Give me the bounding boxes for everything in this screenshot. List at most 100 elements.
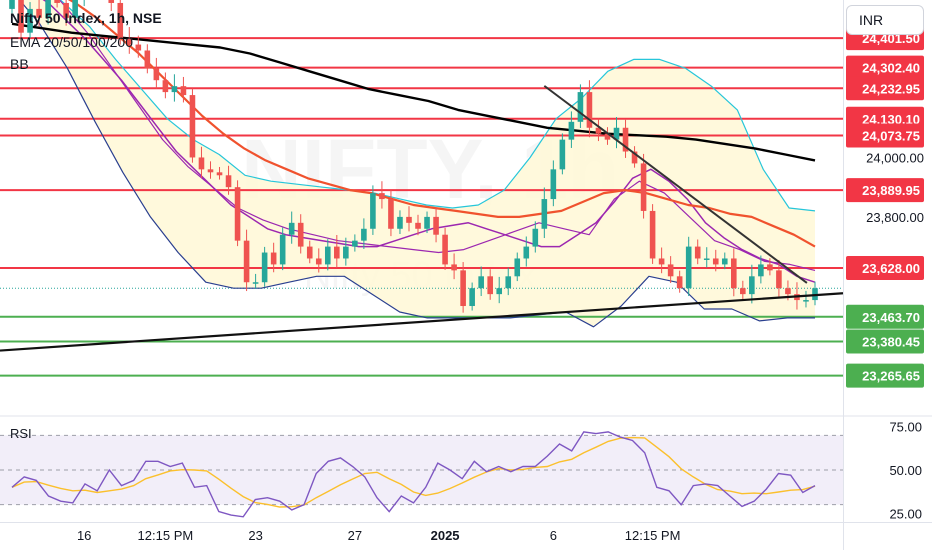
support-level-badge — [846, 363, 924, 388]
candle-body — [108, 0, 115, 3]
resistance-level-badge — [846, 55, 924, 80]
rsi-indicator-label[interactable]: RSI — [10, 426, 32, 441]
time-tick-label: 12:15 PM — [625, 528, 681, 543]
candle-body — [433, 216, 439, 235]
candle-body — [117, 2, 124, 39]
candle-body — [207, 169, 214, 173]
price-tick-label: 24,000.00 — [866, 150, 924, 165]
candle-body — [424, 216, 430, 229]
candle-body — [135, 44, 142, 51]
candle-body — [541, 199, 548, 229]
candle-body — [622, 127, 629, 152]
price-axis: 24,000.0023,800.0024,401.5024,302.4024,2… — [843, 0, 924, 550]
candle-body — [216, 172, 223, 176]
candle-body — [487, 276, 493, 295]
horizontal-levels — [0, 37, 843, 377]
candle-body — [640, 163, 647, 211]
support-level-badge — [846, 329, 924, 354]
resistance-level-label: 24,130.10 — [862, 112, 920, 127]
price-tick-label: 23,800.00 — [866, 210, 924, 225]
candle-body — [162, 80, 169, 93]
candle-body — [667, 264, 674, 277]
candle-body — [261, 252, 268, 283]
candle-body — [153, 68, 160, 81]
candle-body — [9, 0, 15, 9]
candle-body — [297, 222, 304, 247]
time-tick-label: 16 — [77, 528, 91, 543]
candle-body — [568, 121, 575, 140]
candle-body — [388, 199, 394, 229]
candle-body — [505, 276, 512, 289]
resistance-level-label: 23,628.00 — [862, 261, 920, 276]
time-axis: 16 12:15 PM 23 27 2025 6 12:15 PM — [0, 522, 932, 543]
candle-body — [712, 258, 719, 265]
candle-body — [144, 50, 151, 69]
candle-body — [406, 216, 412, 223]
rsi-tick-label: 75.00 — [889, 420, 922, 435]
candle-body — [315, 258, 322, 265]
candle-body — [370, 193, 376, 229]
bollinger-fill — [19, 0, 815, 327]
support-level-label: 23,265.65 — [862, 369, 920, 384]
candle-body — [749, 276, 755, 295]
currency-button[interactable]: INR — [846, 5, 924, 35]
support-level-label: 23,463.70 — [862, 310, 920, 325]
chart-title: Nifty 50 Index, 1h, NSE — [10, 10, 162, 26]
candle-body — [72, 0, 78, 18]
series-line-ema-200 — [11, 22, 816, 162]
candle-body — [785, 288, 791, 295]
candle-body — [442, 234, 448, 265]
resistance-level-label: 24,073.75 — [862, 129, 920, 144]
candle-body — [776, 270, 782, 289]
support-level-badge — [846, 304, 924, 329]
candle-body — [577, 92, 584, 122]
candle-body — [171, 86, 178, 93]
candle-body — [225, 175, 232, 188]
candle-body — [586, 92, 593, 128]
candle-body — [252, 282, 259, 284]
candle-body — [550, 169, 557, 200]
support-level-label: 23,380.45 — [862, 335, 920, 350]
trend-lines[interactable] — [0, 85, 844, 352]
candle-body — [523, 246, 530, 259]
ema-indicator-label[interactable]: EMA 20/50/100/200 — [10, 34, 133, 50]
candle-body — [18, 0, 24, 33]
rsi-line — [11, 431, 816, 518]
time-tick-label: 6 — [550, 528, 557, 543]
candle-body — [324, 246, 331, 265]
candle-body — [731, 258, 737, 289]
candle-body — [649, 210, 656, 259]
resistance-level-label: 23,889.95 — [862, 183, 920, 198]
candle-body — [496, 288, 503, 295]
time-tick-label: 12:15 PM — [138, 528, 194, 543]
candle-body — [740, 288, 746, 295]
resistance-level-badge — [846, 178, 924, 203]
ascending-trendline — [0, 292, 844, 352]
candle-body — [451, 264, 457, 271]
candle-body — [36, 8, 42, 18]
bb-indicator-label[interactable]: BB — [10, 56, 29, 72]
time-tick-label: 2025 — [431, 528, 460, 543]
series-line-bb-upper — [59, 0, 816, 212]
resistance-level-badge — [846, 255, 924, 280]
candle-body — [189, 95, 196, 158]
candle-body — [676, 276, 683, 289]
candle-body — [721, 258, 728, 265]
candle-body — [658, 258, 665, 265]
candle-body — [767, 264, 773, 271]
rsi-tick-label: 50.00 — [889, 463, 922, 478]
rsi-panel — [0, 415, 932, 518]
bollinger-band-fill — [19, 0, 815, 327]
candle-body — [595, 127, 602, 134]
candle-body — [514, 258, 521, 277]
candlesticks — [9, 0, 818, 313]
rsi-tick-label: 25.00 — [889, 506, 922, 521]
time-tick-label: 23 — [248, 528, 262, 543]
rsi-ma-line — [11, 436, 816, 508]
series-line-bb-basis — [58, 0, 816, 271]
candle-body — [343, 246, 349, 259]
candle-body — [27, 8, 33, 33]
candle-body — [613, 127, 620, 140]
candle-body — [279, 234, 286, 265]
